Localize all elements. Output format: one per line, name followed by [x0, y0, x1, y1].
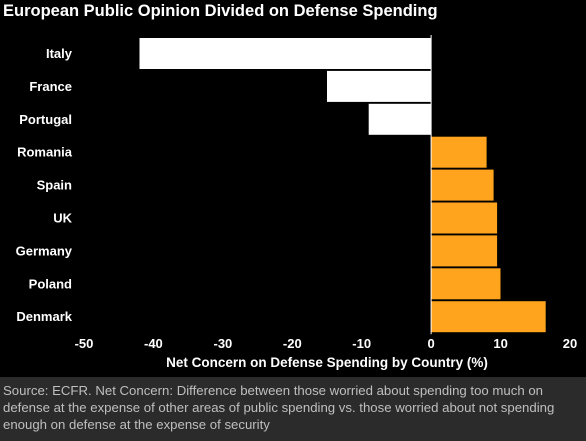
category-label: Poland [29, 276, 72, 291]
x-tick-label: -40 [144, 336, 163, 351]
source-note: Source: ECFR. Net Concern: Difference be… [3, 383, 555, 432]
bar-spain [431, 169, 494, 201]
chart-title: European Public Opinion Divided on Defen… [3, 2, 438, 20]
bar-italy [139, 38, 432, 69]
x-axis-title: Net Concern on Defense Spending by Count… [166, 355, 488, 370]
x-tick-label: -30 [214, 336, 233, 351]
x-tick-label: -10 [352, 336, 371, 351]
category-label: Italy [46, 46, 73, 61]
bar-chart: Italy France Portugal Romania Spain UK Germany… [16, 35, 577, 370]
bar-denmark [431, 301, 546, 333]
bar-uk [431, 202, 498, 234]
x-tick-label: 10 [493, 336, 507, 351]
x-axis: -50 -40 -30 -20 -10 0 10 20 [75, 35, 577, 351]
footer: Source: ECFR. Net Concern: Difference be… [0, 377, 586, 441]
x-tick-label: -50 [75, 336, 94, 351]
category-label: Romania [17, 145, 73, 160]
x-tick-label: 0 [427, 336, 434, 351]
bar-romania [431, 136, 487, 168]
category-label: France [29, 79, 72, 94]
bar-portugal [368, 103, 432, 135]
x-tick-label: 20 [563, 336, 577, 351]
x-tick-label: -20 [283, 336, 302, 351]
category-label: Germany [16, 243, 73, 258]
category-label: Portugal [19, 112, 72, 127]
bar-france [327, 70, 432, 102]
category-label: Denmark [16, 309, 72, 324]
bars-layer [139, 38, 546, 333]
category-label: UK [53, 211, 72, 226]
category-label: Spain [37, 178, 72, 193]
category-labels: Italy France Portugal Romania Spain UK Germany… [16, 46, 73, 324]
bar-germany [431, 235, 498, 267]
bar-poland [431, 268, 501, 300]
